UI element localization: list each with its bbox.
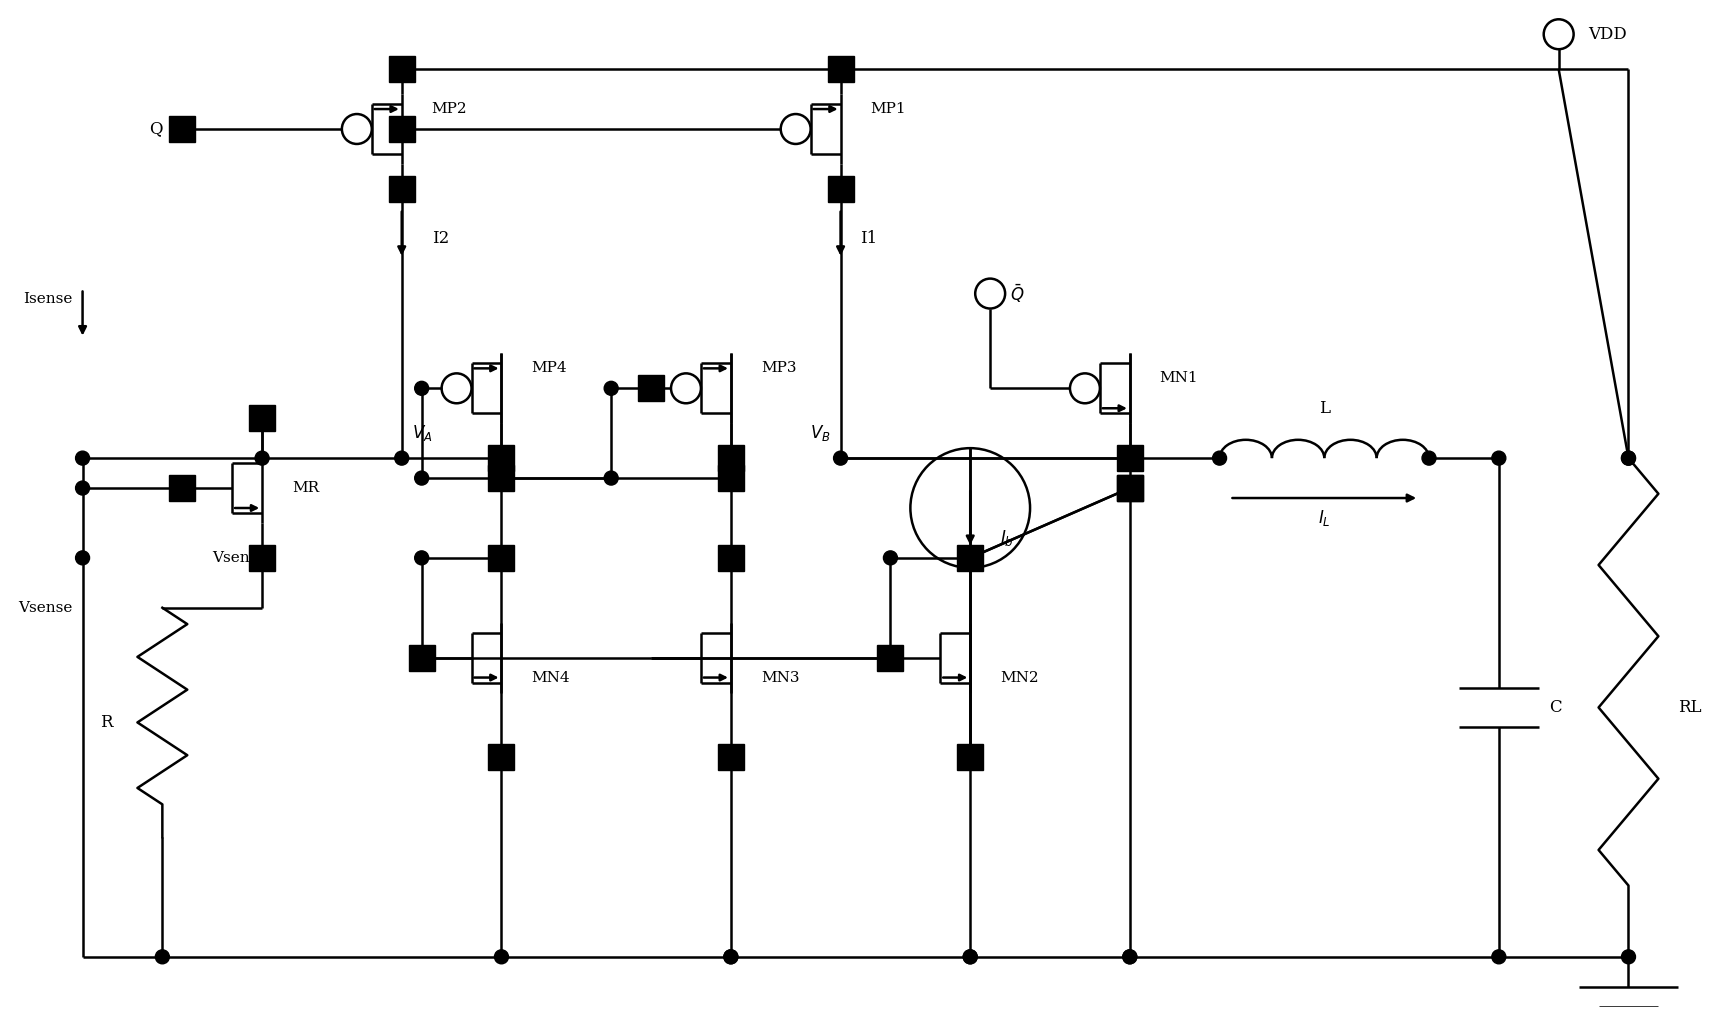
Bar <box>827 176 853 202</box>
Circle shape <box>255 451 268 465</box>
Text: $V_A$: $V_A$ <box>412 424 432 443</box>
Bar <box>1118 475 1143 501</box>
Bar <box>388 116 415 142</box>
Bar <box>957 745 983 770</box>
Circle shape <box>1123 950 1136 964</box>
Circle shape <box>1492 451 1506 465</box>
Circle shape <box>605 471 619 485</box>
Circle shape <box>156 950 169 964</box>
Circle shape <box>494 451 509 465</box>
Bar <box>718 445 743 471</box>
Circle shape <box>1422 451 1436 465</box>
Bar <box>718 745 743 770</box>
Text: MP3: MP3 <box>761 362 796 375</box>
Text: MR: MR <box>292 481 320 495</box>
Bar <box>718 545 743 571</box>
Circle shape <box>964 551 978 565</box>
Text: MP1: MP1 <box>870 102 906 116</box>
Circle shape <box>725 950 738 964</box>
Circle shape <box>75 481 89 495</box>
Circle shape <box>494 451 509 465</box>
Circle shape <box>415 551 429 565</box>
Bar <box>877 644 904 671</box>
Text: $I_b$: $I_b$ <box>1000 528 1013 548</box>
Circle shape <box>725 950 738 964</box>
Circle shape <box>415 381 429 395</box>
Circle shape <box>395 451 408 465</box>
Text: I1: I1 <box>861 231 878 247</box>
Circle shape <box>1622 950 1636 964</box>
Text: MN2: MN2 <box>1000 671 1039 685</box>
Bar <box>250 405 275 431</box>
Text: MN4: MN4 <box>531 671 571 685</box>
Bar <box>827 56 853 82</box>
Circle shape <box>834 451 848 465</box>
Bar <box>489 445 514 471</box>
Text: R: R <box>101 714 113 731</box>
Bar <box>957 545 983 571</box>
Text: VDD: VDD <box>1589 25 1627 43</box>
Text: C: C <box>1548 699 1562 716</box>
Circle shape <box>964 950 978 964</box>
Circle shape <box>725 551 738 565</box>
Bar <box>388 56 415 82</box>
Bar <box>489 745 514 770</box>
Circle shape <box>884 551 897 565</box>
Circle shape <box>1213 451 1227 465</box>
Circle shape <box>415 471 429 485</box>
Text: MN3: MN3 <box>761 671 800 685</box>
Circle shape <box>964 551 978 565</box>
Bar <box>637 375 665 401</box>
Bar <box>388 176 415 202</box>
Text: MP4: MP4 <box>531 362 567 375</box>
Circle shape <box>75 451 89 465</box>
Circle shape <box>1123 950 1136 964</box>
Bar <box>1118 445 1143 471</box>
Circle shape <box>605 381 619 395</box>
Circle shape <box>725 471 738 485</box>
Bar <box>489 545 514 571</box>
Circle shape <box>494 950 509 964</box>
Bar <box>489 465 514 491</box>
Circle shape <box>725 451 738 465</box>
Circle shape <box>1492 950 1506 964</box>
Text: MN1: MN1 <box>1160 371 1198 385</box>
Text: $V_B$: $V_B$ <box>810 424 831 443</box>
Text: $\bar{Q}$: $\bar{Q}$ <box>1010 282 1024 305</box>
Text: Q: Q <box>149 121 162 137</box>
Bar <box>718 465 743 491</box>
Circle shape <box>1123 451 1136 465</box>
Text: I2: I2 <box>432 231 449 247</box>
Circle shape <box>964 950 978 964</box>
Text: $I_L$: $I_L$ <box>1318 508 1331 528</box>
Text: RL: RL <box>1678 699 1702 716</box>
Text: Isense: Isense <box>24 292 72 306</box>
Bar <box>1118 475 1143 501</box>
Bar <box>408 644 434 671</box>
Text: MP2: MP2 <box>432 102 467 116</box>
Circle shape <box>1622 451 1636 465</box>
Circle shape <box>494 451 509 465</box>
Circle shape <box>964 751 978 764</box>
Bar <box>250 545 275 571</box>
Text: Vsense: Vsense <box>19 600 72 615</box>
Circle shape <box>725 451 738 465</box>
Circle shape <box>1123 451 1136 465</box>
Text: Vsense: Vsense <box>212 551 267 565</box>
Circle shape <box>1622 451 1636 465</box>
Circle shape <box>75 551 89 565</box>
Bar <box>169 116 195 142</box>
Bar <box>169 475 195 501</box>
Text: L: L <box>1319 399 1330 417</box>
